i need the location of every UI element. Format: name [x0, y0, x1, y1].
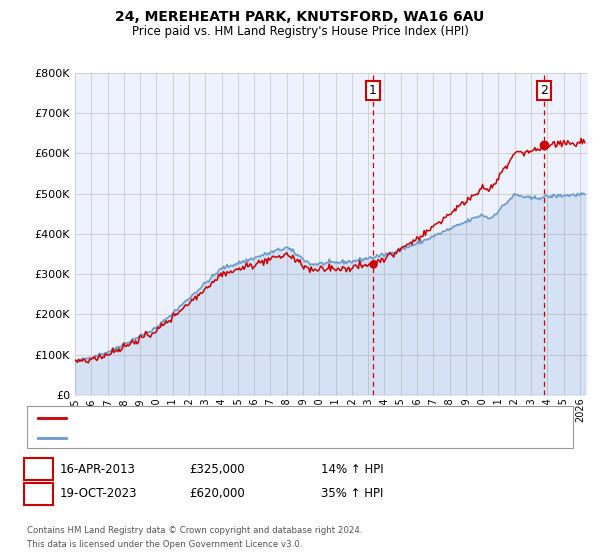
Text: £620,000: £620,000 [189, 487, 245, 501]
Text: Price paid vs. HM Land Registry's House Price Index (HPI): Price paid vs. HM Land Registry's House … [131, 25, 469, 38]
Text: 2: 2 [540, 84, 548, 97]
Text: 14% ↑ HPI: 14% ↑ HPI [321, 463, 383, 476]
Text: 2: 2 [35, 487, 42, 501]
Text: HPI: Average price, detached house, Cheshire East: HPI: Average price, detached house, Ches… [71, 432, 348, 442]
Text: 24, MEREHEATH PARK, KNUTSFORD, WA16 6AU: 24, MEREHEATH PARK, KNUTSFORD, WA16 6AU [115, 10, 485, 24]
Text: £325,000: £325,000 [189, 463, 245, 476]
Text: 19-OCT-2023: 19-OCT-2023 [60, 487, 137, 501]
Text: Contains HM Land Registry data © Crown copyright and database right 2024.: Contains HM Land Registry data © Crown c… [27, 526, 362, 535]
Text: 16-APR-2013: 16-APR-2013 [60, 463, 136, 476]
Text: 1: 1 [369, 84, 377, 97]
Text: 24, MEREHEATH PARK, KNUTSFORD, WA16 6AU (detached house): 24, MEREHEATH PARK, KNUTSFORD, WA16 6AU … [71, 413, 429, 423]
Text: This data is licensed under the Open Government Licence v3.0.: This data is licensed under the Open Gov… [27, 540, 302, 549]
Text: 1: 1 [35, 463, 42, 476]
Text: 35% ↑ HPI: 35% ↑ HPI [321, 487, 383, 501]
